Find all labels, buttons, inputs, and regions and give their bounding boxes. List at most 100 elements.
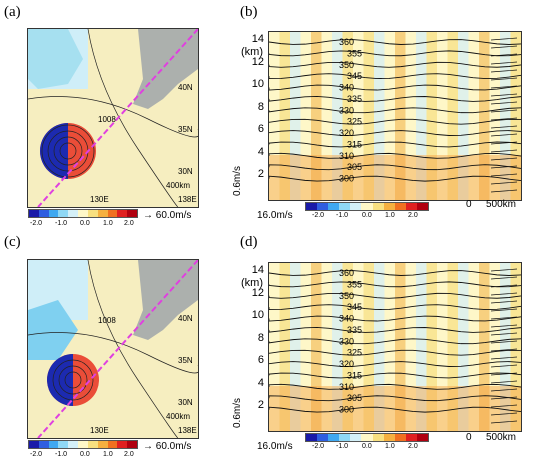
xs-shading-stripe [416,32,427,200]
xs-colorbar-d [305,433,429,442]
map-ref-vector-c: → 60.0m/s [143,441,192,452]
xs-wind-vector [490,61,518,65]
colorbar-swatch [97,210,108,217]
colorbar-swatch [317,203,329,210]
cbar-tick: 2.0 [408,212,418,219]
map-colorbar-c [28,440,138,449]
xs-shading-stripe [279,263,290,431]
xs-ytick: 10 [251,309,264,321]
xs-theta-label: 335 [347,325,362,335]
xs-theta-contour [269,372,521,379]
colorbar-swatch [361,203,373,210]
map-isobar-a: 1008 [98,115,116,124]
xs-theta-contour [269,39,521,45]
xs-wind-vector [490,348,518,352]
xs-theta-contour [269,270,521,276]
xs-wind-vector [490,268,518,272]
colorbar-swatch [416,203,429,210]
xs-shading-stripe [269,263,280,431]
colorbar-swatch [87,441,98,448]
cbar-tick: -2.0 [30,451,43,458]
xs-shading-stripe [332,32,343,200]
cbar-tick: 0.0 [80,220,90,227]
xs-wind-vector [490,85,518,89]
xs-wind-vector [490,173,518,177]
xs-shading-stripe [405,263,416,431]
xs-ytick: 4 [257,376,264,389]
xs-wind-vector [490,53,518,57]
colorbar-swatch [58,441,69,448]
xs-ytick: 8 [257,100,264,113]
xs-theta-label: 355 [347,48,362,58]
panel-label-d: (d) [240,234,258,250]
colorbar-swatch [68,441,79,448]
xs-theta-contour [269,338,521,345]
map-panel-a: 130E 138E 1008 400km 40N 35N 30N [27,28,199,208]
colorbar-swatch [350,434,362,441]
xs-theta-label: 325 [347,117,362,127]
colorbar-swatch [78,210,88,217]
map-lon2-a: 138E [178,195,197,204]
xs-wind-vector [490,380,518,384]
map-ref-label-a: 60.0m/s [155,210,192,221]
xs-theta-contour [269,315,521,322]
map-lat1-c: 40N [178,314,193,323]
colorbar-swatch [68,210,79,217]
xs-shading-stripe [300,263,311,431]
xs-wind-vector [490,109,518,113]
map-colorbar-a [28,209,138,218]
xs-dist0-d: 0 [466,432,472,443]
xs-wind-vector [490,292,518,296]
xs-shading-stripe [374,32,385,200]
xs-shading-stripe [384,263,395,431]
xs-theta-label: 350 [339,291,354,301]
colorbar-swatch [405,434,417,441]
xs-theta-contour [269,349,521,356]
colorbar-swatch [58,210,69,217]
xs-theta-label: 360 [339,37,354,47]
xs-shading-stripe [269,32,280,200]
xs-theta-label: 340 [339,314,354,324]
cbar-tick: 2.0 [124,451,134,458]
xs-theta-contour [269,281,521,288]
xs-theta-contour [269,383,521,390]
xs-wind-vector [490,45,518,49]
xs-theta-contour [269,141,521,148]
xs-ytick: 14 [251,33,264,45]
colorbar-swatch [29,210,39,217]
xs-shading-stripe [311,32,322,200]
cbar-tick: 1.0 [103,451,113,458]
xs-wind-vector [490,284,518,288]
xs-hscale-d: 16.0m/s [257,441,293,452]
map-drawing-a [28,29,198,207]
colorbar-swatch [383,203,395,210]
xs-shading-stripe [479,32,490,200]
xs-colorbar-b [305,202,429,211]
xs-ytick: 2 [257,168,264,180]
colorbar-swatch [306,203,318,210]
map-panel-c: 130E 138E 1008 400km 40N 35N 30N [27,259,199,439]
xs-shading-stripe [479,263,490,431]
xs-shading-stripe [311,263,322,431]
xs-wind-vector [490,181,518,185]
xs-shading-stripe [416,263,427,431]
colorbar-swatch [107,210,118,217]
xs-shading-stripe [363,263,374,431]
xs-wind-vector [490,77,518,81]
colorbar-swatch [383,434,395,441]
colorbar-swatch [107,441,118,448]
cbar-tick: 2.0 [124,220,134,227]
xs-wind-vector [490,37,518,41]
xs-dist-d: 500km [486,432,517,443]
xs-shading-stripe [332,263,343,431]
colorbar-swatch [127,210,137,217]
xs-unit-d: (km) [241,277,263,289]
colorbar-swatch [87,210,98,217]
xs-wind-vector [490,396,518,400]
xs-shading-stripe [342,263,353,431]
xs-theta-label: 320 [339,128,354,138]
xs-ytick: 14 [251,264,264,276]
xs-wind-vector [490,93,518,97]
xs-shading-stripe [395,263,406,431]
cbar-tick: -2.0 [312,443,325,450]
